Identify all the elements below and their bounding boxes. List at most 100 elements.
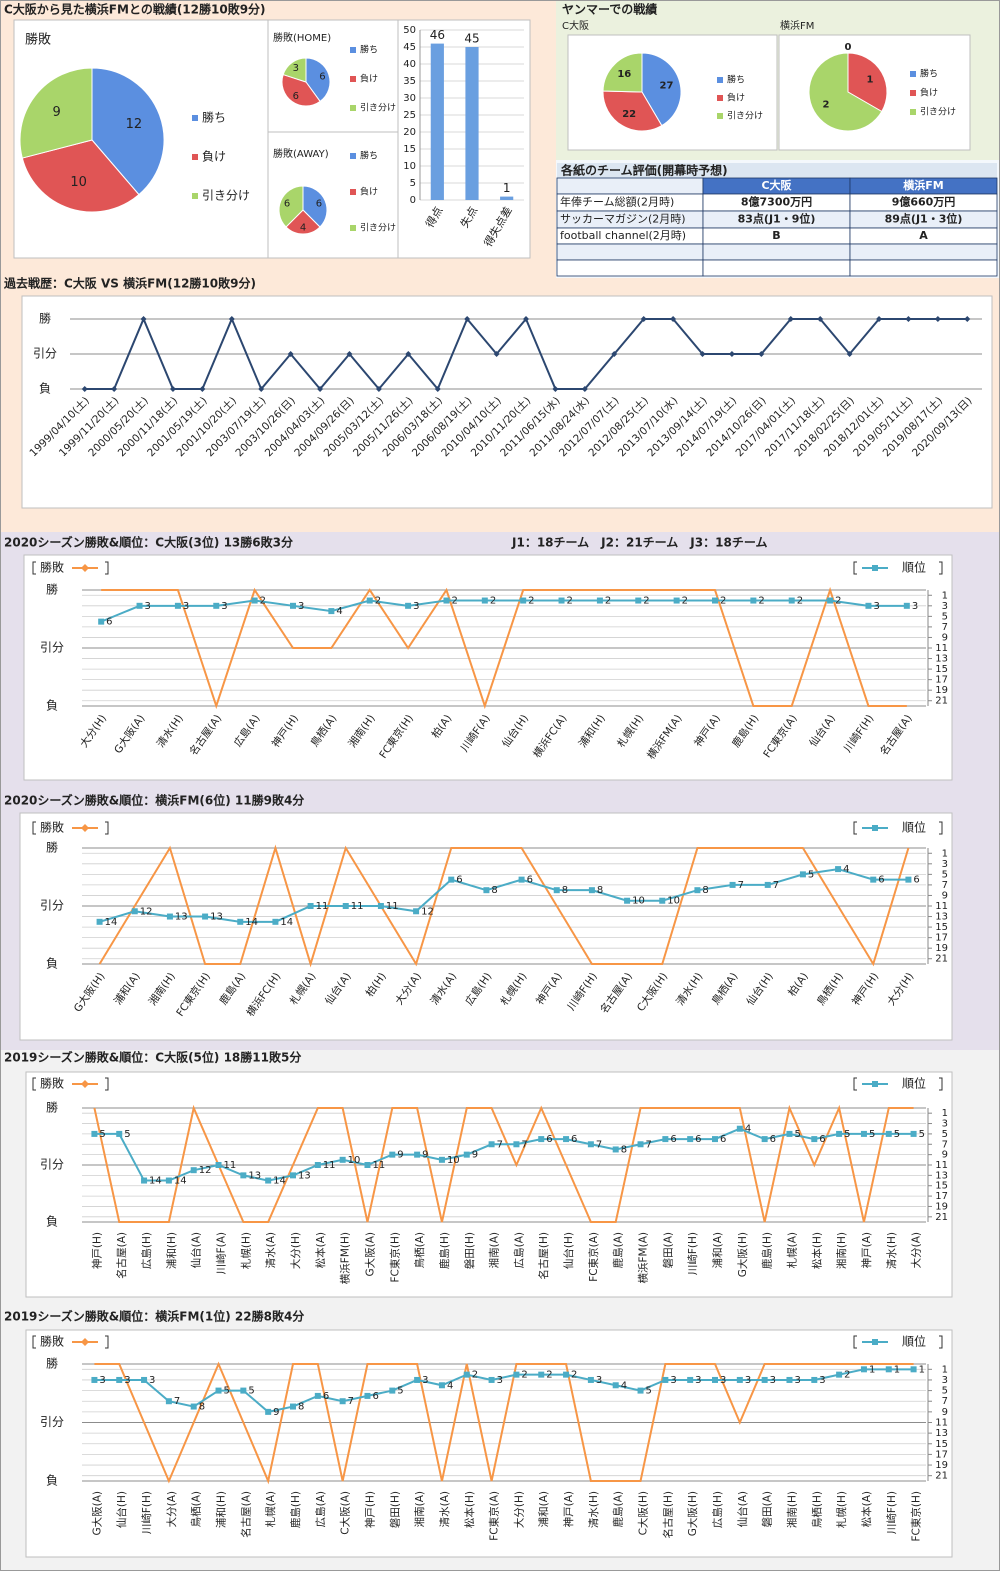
- x-tick-label: G大阪(H): [686, 1491, 699, 1536]
- legend-bracket: [32, 1335, 36, 1349]
- marker: [520, 597, 527, 604]
- y-tick-label: 40: [403, 59, 416, 70]
- table-cell: [702, 259, 851, 277]
- value-label: 6: [913, 875, 919, 886]
- marker: [552, 386, 559, 392]
- bar: [500, 196, 514, 200]
- x-tick-label: 鹿島(A): [612, 1491, 625, 1527]
- value-label: 3: [770, 1375, 776, 1386]
- y2-tick-label: 7: [942, 1396, 948, 1407]
- value-label: 5: [224, 1386, 230, 1397]
- legend-label: 順位: [902, 1076, 926, 1091]
- marker: [290, 602, 296, 609]
- x-tick-label: 広島(H): [711, 1491, 724, 1528]
- legend-swatch: [192, 115, 198, 121]
- y2-tick-label: 19: [935, 943, 948, 954]
- value-label: 5: [794, 1129, 800, 1140]
- table-cell-text: B: [772, 229, 780, 242]
- value-label: 5: [646, 1386, 652, 1397]
- table-cell: [849, 243, 998, 261]
- value-label: 2: [758, 596, 764, 607]
- marker: [414, 1151, 421, 1158]
- y2-tick-label: 13: [935, 1428, 948, 1439]
- value-label: 2: [521, 1370, 527, 1381]
- marker: [91, 1130, 98, 1137]
- y-tick-label: 10: [403, 161, 416, 172]
- y-tick-label: 負: [46, 1215, 58, 1229]
- y-tick-label: 勝: [39, 311, 51, 326]
- y2-tick-label: 1: [942, 1108, 948, 1119]
- value-label: 6: [670, 1134, 676, 1145]
- legend-swatch: [350, 105, 356, 111]
- value-label: 45: [464, 32, 479, 46]
- y2-tick-label: 9: [942, 632, 948, 643]
- marker: [662, 1136, 669, 1143]
- marker: [131, 908, 138, 915]
- value-label: 8: [491, 885, 497, 896]
- table-cell: [556, 177, 704, 195]
- marker: [414, 1376, 421, 1383]
- marker: [375, 386, 382, 392]
- y2-tick-label: 11: [935, 1418, 948, 1429]
- value-label: 6: [372, 1391, 378, 1402]
- x-tick-label: 浦和(A): [537, 1491, 550, 1527]
- marker: [165, 1177, 172, 1184]
- value-label: 6: [819, 1134, 825, 1145]
- legend-swatch: [717, 95, 723, 101]
- x-tick-label: 鳥栖(A): [190, 1491, 203, 1527]
- value-label: 3: [298, 601, 304, 612]
- marker: [98, 618, 105, 625]
- marker: [905, 876, 912, 883]
- legend-label: 負け: [360, 73, 378, 85]
- x-tick-label: 大分(A): [165, 1491, 178, 1527]
- legend-label: 勝敗: [40, 820, 64, 835]
- y-tick-label: 引分: [40, 1158, 64, 1172]
- y-tick-label: 35: [403, 76, 416, 87]
- legend-label: 引き分け: [360, 103, 396, 114]
- marker: [910, 1130, 917, 1137]
- series-line: [93, 1104, 914, 1223]
- legend-swatch: [350, 76, 356, 82]
- slice-label: 2: [823, 100, 830, 111]
- pie-slice: [602, 90, 663, 132]
- y2-tick-label: 15: [935, 1439, 948, 1450]
- series-line: [99, 868, 909, 923]
- value-label: 2: [835, 596, 841, 607]
- value-label: 7: [738, 880, 744, 891]
- marker: [463, 1151, 470, 1158]
- x-tick-label: 横浜FM(H): [339, 1232, 352, 1284]
- legend-swatch: [910, 109, 916, 115]
- table-cell: [849, 259, 998, 277]
- table-cell-text: 年俸チーム総額(2月時): [560, 195, 674, 209]
- table-cell-text: 9億660万円: [892, 195, 956, 209]
- y2-tick-label: 7: [942, 622, 948, 633]
- marker: [611, 351, 618, 357]
- value-label: 3: [422, 1375, 428, 1386]
- marker: [438, 1156, 445, 1163]
- table-cell-text: サッカーマガジン(2月時): [560, 213, 686, 226]
- value-label: 12: [140, 906, 153, 917]
- x-tick-label: 清水(H): [885, 1232, 898, 1269]
- value-label: 5: [808, 869, 814, 880]
- table-header: C大阪: [761, 178, 792, 192]
- marker: [199, 386, 206, 392]
- legend-swatch: [350, 47, 356, 53]
- marker: [659, 897, 666, 904]
- x-tick-label: 浦和(H): [165, 1232, 178, 1269]
- marker: [662, 1376, 669, 1383]
- legend-swatch: [910, 90, 916, 96]
- marker: [314, 1392, 321, 1399]
- legend-marker: [81, 564, 89, 572]
- value-label: 4: [621, 1380, 627, 1391]
- x-tick-label: 松本(A): [860, 1491, 873, 1527]
- slice-label: 4: [300, 222, 306, 233]
- pie-slice: [641, 52, 682, 127]
- pie-slice: [282, 57, 307, 83]
- x-tick-label: 仙台(A): [190, 1232, 203, 1268]
- value-label: 2: [528, 596, 534, 607]
- value-label: 3: [149, 1375, 155, 1386]
- marker: [190, 1403, 197, 1410]
- x-tick-label: 神戸(H): [90, 1232, 103, 1269]
- slice-label: 3: [293, 63, 299, 74]
- legend-swatch: [717, 77, 723, 83]
